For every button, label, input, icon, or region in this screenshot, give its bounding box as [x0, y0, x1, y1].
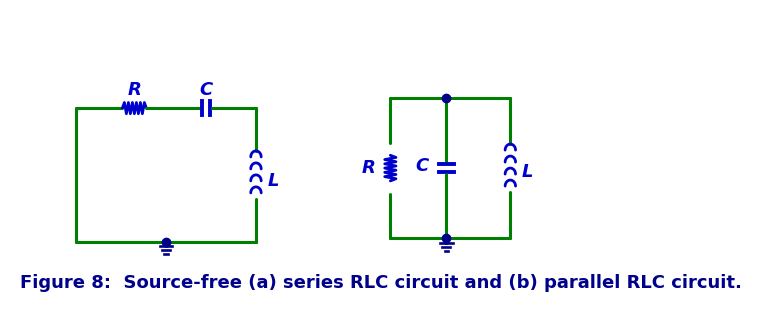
Text: Figure 8:  Source-free (a) series RLC circuit and (b) parallel RLC circuit.: Figure 8: Source-free (a) series RLC cir…	[20, 274, 742, 292]
Text: R: R	[362, 159, 376, 177]
Text: L: L	[267, 172, 279, 190]
Text: C: C	[200, 81, 213, 98]
Text: R: R	[127, 81, 141, 98]
Text: L: L	[521, 163, 533, 181]
Text: C: C	[415, 158, 429, 175]
